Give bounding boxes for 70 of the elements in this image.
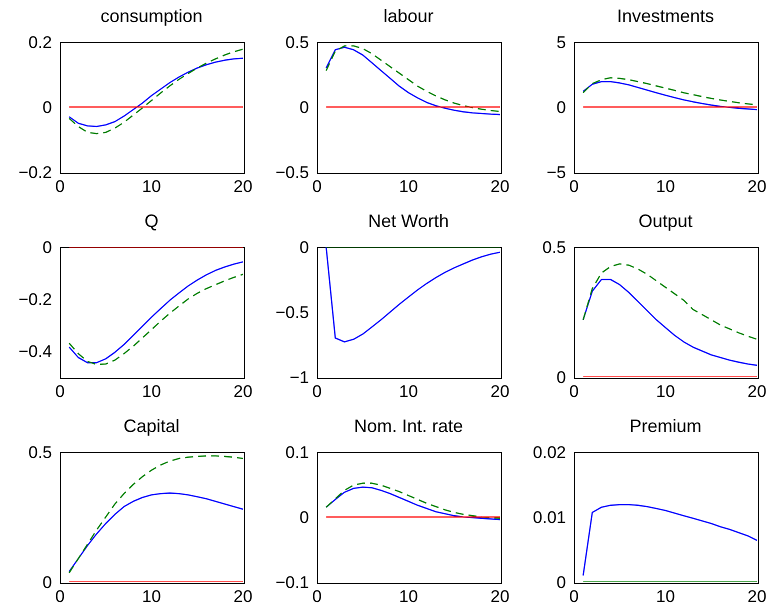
line-series <box>68 455 243 574</box>
y-tick-label: −0.5 <box>275 163 309 182</box>
y-tick-label: −0.4 <box>18 342 52 362</box>
y-tick-label: 0.02 <box>532 443 566 462</box>
x-tick-label: 10 <box>399 382 418 402</box>
chart-title: labour <box>382 6 435 27</box>
y-tick-label: 0.1 <box>285 443 309 462</box>
x-tick-label: 20 <box>490 177 510 196</box>
y-tick-label: 0 <box>42 238 52 258</box>
x-tick-label: 0 <box>312 587 322 606</box>
x-tick-label: 10 <box>142 177 161 196</box>
x-tick-label: 0 <box>569 177 579 196</box>
x-tick-label: 20 <box>748 382 766 402</box>
x-tick-label: 10 <box>656 177 675 196</box>
line-series <box>68 492 243 572</box>
y-tick-label: −0.5 <box>275 303 309 322</box>
y-tick-label: 0.5 <box>542 238 566 258</box>
y-tick-label: 0 <box>556 98 566 118</box>
x-tick-label: 0 <box>569 587 579 606</box>
y-tick-label: −0.2 <box>18 163 52 182</box>
x-tick-label: 0 <box>55 177 65 196</box>
x-tick-label: 20 <box>490 382 510 402</box>
chart-title: Nom. Int. rate <box>352 416 464 437</box>
y-tick-label: 0 <box>42 98 52 118</box>
y-tick-label: 0.2 <box>28 33 52 52</box>
chart-title: Output <box>637 211 694 232</box>
x-tick-label: 0 <box>312 382 322 402</box>
x-tick-label: 10 <box>399 177 418 196</box>
y-tick-label: −1 <box>290 368 309 388</box>
line-series <box>326 247 500 343</box>
y-tick-label: 5 <box>556 33 566 52</box>
y-tick-label: 0.5 <box>285 33 309 52</box>
y-tick-label: 0 <box>556 368 566 388</box>
y-tick-label: 0 <box>300 508 309 528</box>
x-tick-label: 0 <box>55 382 65 402</box>
y-tick-label: −0.1 <box>275 573 309 592</box>
x-tick-label: 20 <box>748 177 766 196</box>
x-tick-label: 20 <box>234 587 252 606</box>
chart-title: consumption <box>99 6 204 27</box>
y-tick-label: 0 <box>556 573 566 592</box>
y-tick-label: 0.5 <box>28 443 52 462</box>
line-series <box>582 263 757 340</box>
x-tick-label: 10 <box>399 587 418 606</box>
y-tick-label: 0 <box>42 573 52 592</box>
line-series <box>582 81 757 110</box>
x-tick-label: 20 <box>490 587 510 606</box>
y-tick-label: 0 <box>300 98 309 118</box>
chart-title: Investments <box>616 6 716 27</box>
x-tick-label: 10 <box>656 587 675 606</box>
x-tick-label: 20 <box>748 587 766 606</box>
line-series <box>582 504 757 576</box>
chart-title: Net Worth <box>367 211 450 232</box>
x-tick-label: 10 <box>656 382 675 402</box>
x-tick-label: 20 <box>234 382 252 402</box>
x-tick-label: 0 <box>569 382 579 402</box>
y-tick-label: 0 <box>300 238 309 258</box>
x-tick-label: 10 <box>142 382 161 402</box>
chart-title: Q <box>143 211 160 232</box>
line-series <box>68 58 243 128</box>
x-tick-label: 10 <box>142 587 161 606</box>
x-tick-label: 0 <box>55 587 65 606</box>
line-series <box>68 48 243 134</box>
x-tick-label: 20 <box>234 177 252 196</box>
y-tick-label: −5 <box>546 163 566 182</box>
x-tick-label: 0 <box>312 177 322 196</box>
chart-title: Capital <box>122 416 181 437</box>
y-tick-label: 0.01 <box>532 508 566 528</box>
y-tick-label: −0.2 <box>18 290 52 310</box>
line-series <box>582 278 757 366</box>
chart-title: Premium <box>628 416 702 437</box>
